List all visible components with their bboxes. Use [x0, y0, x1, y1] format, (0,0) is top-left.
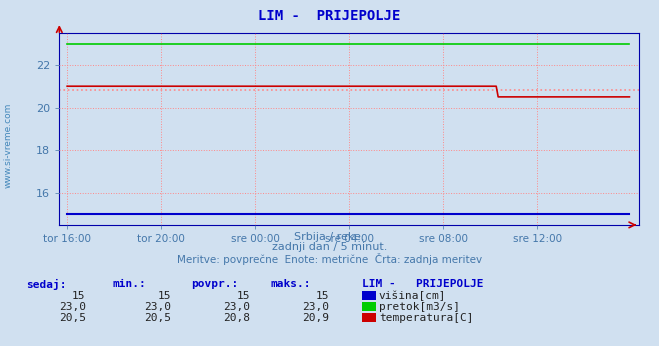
- Text: 23,0: 23,0: [59, 302, 86, 312]
- Text: sedaj:: sedaj:: [26, 279, 67, 290]
- Text: min.:: min.:: [112, 279, 146, 289]
- Text: 23,0: 23,0: [144, 302, 171, 312]
- Text: višina[cm]: višina[cm]: [379, 291, 446, 301]
- Text: LIM -  PRIJEPOLJE: LIM - PRIJEPOLJE: [258, 9, 401, 22]
- Text: LIM -   PRIJEPOLJE: LIM - PRIJEPOLJE: [362, 279, 484, 289]
- Text: 20,8: 20,8: [223, 313, 250, 323]
- Text: povpr.:: povpr.:: [191, 279, 239, 289]
- Text: 20,9: 20,9: [302, 313, 330, 323]
- Text: www.si-vreme.com: www.si-vreme.com: [4, 103, 13, 188]
- Text: zadnji dan / 5 minut.: zadnji dan / 5 minut.: [272, 242, 387, 252]
- Text: 15: 15: [72, 291, 86, 301]
- Text: 20,5: 20,5: [59, 313, 86, 323]
- Text: pretok[m3/s]: pretok[m3/s]: [379, 302, 460, 312]
- Text: maks.:: maks.:: [270, 279, 310, 289]
- Text: 15: 15: [316, 291, 330, 301]
- Text: 15: 15: [158, 291, 171, 301]
- Text: 23,0: 23,0: [302, 302, 330, 312]
- Text: Meritve: povprečne  Enote: metrične  Črta: zadnja meritev: Meritve: povprečne Enote: metrične Črta:…: [177, 253, 482, 265]
- Text: Srbija / reke.: Srbija / reke.: [295, 232, 364, 242]
- Text: 15: 15: [237, 291, 250, 301]
- Text: temperatura[C]: temperatura[C]: [379, 313, 473, 323]
- Text: 23,0: 23,0: [223, 302, 250, 312]
- Text: 20,5: 20,5: [144, 313, 171, 323]
